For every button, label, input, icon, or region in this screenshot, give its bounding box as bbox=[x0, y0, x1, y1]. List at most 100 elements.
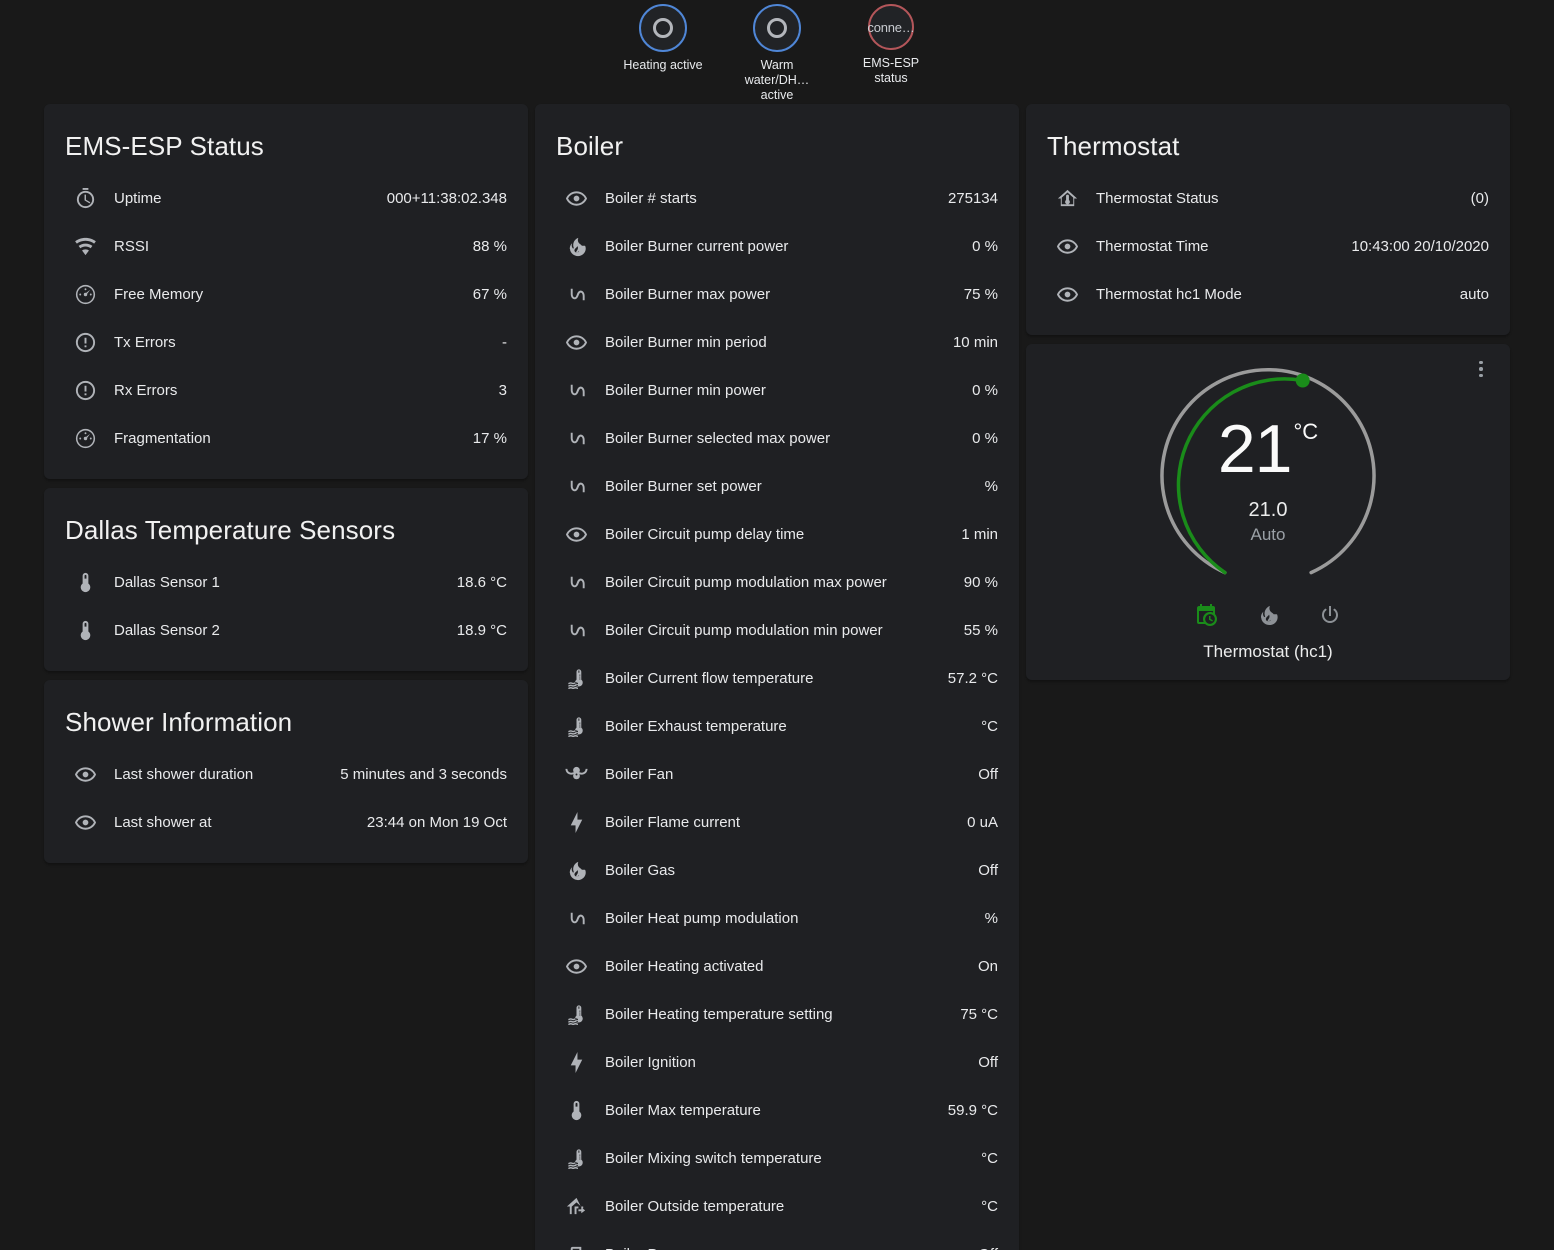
card-boiler: Boiler Boiler # starts 275134 Boiler Burne… bbox=[535, 104, 1019, 1250]
list-item-label: Boiler Circuit pump delay time bbox=[605, 525, 805, 543]
alert-circle-icon bbox=[65, 379, 105, 402]
list-item[interactable]: Boiler Exhaust temperature °C bbox=[556, 702, 998, 750]
list-item[interactable]: Boiler Mixing switch temperature °C bbox=[556, 1134, 998, 1182]
list-item[interactable]: Uptime 000+11:38:02.348 bbox=[65, 174, 507, 222]
list-item[interactable]: Thermostat Time 10:43:00 20/10/2020 bbox=[1047, 222, 1489, 270]
list-item-label: Boiler Burner max power bbox=[605, 285, 771, 303]
power-icon[interactable] bbox=[1317, 602, 1343, 628]
list-item[interactable]: Thermostat hc1 Mode auto bbox=[1047, 270, 1489, 318]
list-item[interactable]: Boiler Gas Off bbox=[556, 846, 998, 894]
list-item[interactable]: RSSI 88 % bbox=[65, 222, 507, 270]
sine-wave-icon bbox=[556, 379, 596, 402]
list-item-label: Thermostat Time bbox=[1096, 237, 1209, 255]
list-item[interactable]: Rx Errors 3 bbox=[65, 366, 507, 414]
list-item[interactable]: Last shower duration 5 minutes and 3 seco… bbox=[65, 750, 507, 798]
list-item[interactable]: Boiler Outside temperature °C bbox=[556, 1182, 998, 1230]
badge-circle bbox=[753, 4, 801, 52]
list-item-value: 1 min bbox=[961, 525, 998, 543]
list-item-value: °C bbox=[981, 717, 998, 735]
list-item-label: Fragmentation bbox=[114, 429, 211, 447]
list-item-label: RSSI bbox=[114, 237, 150, 255]
list-item-label: Boiler Circuit pump modulation max power bbox=[605, 573, 887, 591]
list-item-label: Boiler Outside temperature bbox=[605, 1197, 785, 1215]
list-item-value: - bbox=[502, 333, 507, 351]
list-item[interactable]: Boiler POff bbox=[556, 1230, 998, 1250]
list-item-value: 000+11:38:02.348 bbox=[386, 189, 507, 207]
eye-icon bbox=[556, 955, 596, 978]
eye-icon bbox=[556, 331, 596, 354]
eye-icon bbox=[556, 187, 596, 210]
thermometer-icon bbox=[65, 571, 105, 594]
fan-icon bbox=[556, 763, 596, 786]
water-thermometer-icon bbox=[556, 715, 596, 738]
card-thermostat-dial: 21 °C 21.0 Auto Thermostat (hc1) bbox=[1026, 344, 1510, 680]
thermostat-mode-controls bbox=[1026, 602, 1510, 628]
list-item-label: Boiler Current flow temperature bbox=[605, 669, 814, 687]
list-item[interactable]: Tx Errors - bbox=[65, 318, 507, 366]
list-item[interactable]: Dallas Sensor 1 18.6 °C bbox=[65, 558, 507, 606]
list-item[interactable]: Dallas Sensor 2 18.9 °C bbox=[65, 606, 507, 654]
fire-icon[interactable] bbox=[1255, 602, 1281, 628]
pump-icon bbox=[556, 1243, 596, 1250]
list-item[interactable]: Free Memory 67 % bbox=[65, 270, 507, 318]
list-item[interactable]: Boiler Burner set power% bbox=[556, 462, 998, 510]
list-item-value: Off bbox=[978, 861, 998, 879]
list-item-value: 67 % bbox=[472, 285, 507, 303]
more-vert-icon[interactable] bbox=[1466, 354, 1496, 384]
list-item[interactable]: Thermostat Status (0) bbox=[1047, 174, 1489, 222]
list-item-value: 55 % bbox=[963, 621, 998, 639]
badge-heating-active[interactable]: Heating active bbox=[617, 4, 709, 104]
list-item[interactable]: Boiler Burner min power 0 % bbox=[556, 366, 998, 414]
list-item-value: °C bbox=[981, 1197, 998, 1215]
list-item-value: 275134 bbox=[947, 189, 998, 207]
badge-warm-water-active[interactable]: Warm water/DH… active bbox=[731, 4, 823, 104]
wifi-icon bbox=[65, 235, 105, 258]
water-thermometer-icon bbox=[556, 667, 596, 690]
list-item[interactable]: Boiler Heating temperature setting 75 °C bbox=[556, 990, 998, 1038]
list-item-label: Dallas Sensor 1 bbox=[114, 573, 220, 591]
list-item[interactable]: Boiler Current flow temperature 57.2 °C bbox=[556, 654, 998, 702]
list-item-value: 90 % bbox=[963, 573, 998, 591]
list-item[interactable]: Boiler Circuit pump modulation min power… bbox=[556, 606, 998, 654]
list-item-value: °C bbox=[981, 1149, 998, 1167]
list-item[interactable]: Boiler Heating activated On bbox=[556, 942, 998, 990]
list-item[interactable]: Last shower at 23:44 on Mon 19 Oct bbox=[65, 798, 507, 846]
thermostat-dial[interactable]: 21 °C 21.0 Auto bbox=[1152, 364, 1384, 596]
badge-circle: conne… bbox=[867, 4, 915, 50]
list-item[interactable]: Boiler Fan Off bbox=[556, 750, 998, 798]
list-item[interactable]: Boiler Circuit pump modulation max power… bbox=[556, 558, 998, 606]
list-item[interactable]: Boiler Circuit pump delay time 1 min bbox=[556, 510, 998, 558]
list-item[interactable]: Boiler Max temperature 59.9 °C bbox=[556, 1086, 998, 1134]
list-item-label: Thermostat Status bbox=[1096, 189, 1219, 207]
dallas-sensor-rows: Dallas Sensor 1 18.6 °C Dallas Sensor 2 18.… bbox=[65, 558, 507, 654]
list-item[interactable]: Boiler Burner max power 75 % bbox=[556, 270, 998, 318]
sine-wave-icon bbox=[556, 619, 596, 642]
list-item-value: 17 % bbox=[472, 429, 507, 447]
fire-icon bbox=[556, 859, 596, 882]
list-item[interactable]: Boiler Heat pump modulation% bbox=[556, 894, 998, 942]
list-item-label: Boiler P bbox=[596, 1246, 968, 1250]
list-item-label: Boiler Max temperature bbox=[605, 1101, 761, 1119]
list-item-value: auto bbox=[1459, 285, 1489, 303]
card-title: Thermostat bbox=[1047, 131, 1180, 161]
list-item[interactable]: Boiler Burner min period 10 min bbox=[556, 318, 998, 366]
list-item[interactable]: Boiler # starts 275134 bbox=[556, 174, 998, 222]
badge-ems-esp-status[interactable]: conne… EMS-ESP status bbox=[845, 4, 937, 104]
card-title: Shower Information bbox=[65, 707, 293, 737]
sine-wave-icon bbox=[556, 907, 596, 930]
list-item-label: Boiler Ignition bbox=[605, 1053, 696, 1071]
list-item[interactable]: Boiler Flame current 0 uA bbox=[556, 798, 998, 846]
dial-arc bbox=[1160, 368, 1376, 575]
fire-icon bbox=[556, 235, 596, 258]
calendar-clock-icon[interactable] bbox=[1193, 602, 1219, 628]
list-item-value: 10 min bbox=[952, 333, 998, 351]
list-item-label: Boiler Heating temperature setting bbox=[605, 1005, 833, 1023]
list-item-value: On bbox=[977, 957, 998, 975]
list-item[interactable]: Boiler Burner selected max power 0 % bbox=[556, 414, 998, 462]
card-shower-information: Shower Information Last shower duration 5… bbox=[44, 680, 528, 863]
list-item[interactable]: Boiler Burner current power 0 % bbox=[556, 222, 998, 270]
list-item-label: Boiler Flame current bbox=[605, 813, 741, 831]
list-item[interactable]: Boiler Ignition Off bbox=[556, 1038, 998, 1086]
list-item[interactable]: Fragmentation 17 % bbox=[65, 414, 507, 462]
list-item-label: Boiler Burner current power bbox=[605, 237, 789, 255]
